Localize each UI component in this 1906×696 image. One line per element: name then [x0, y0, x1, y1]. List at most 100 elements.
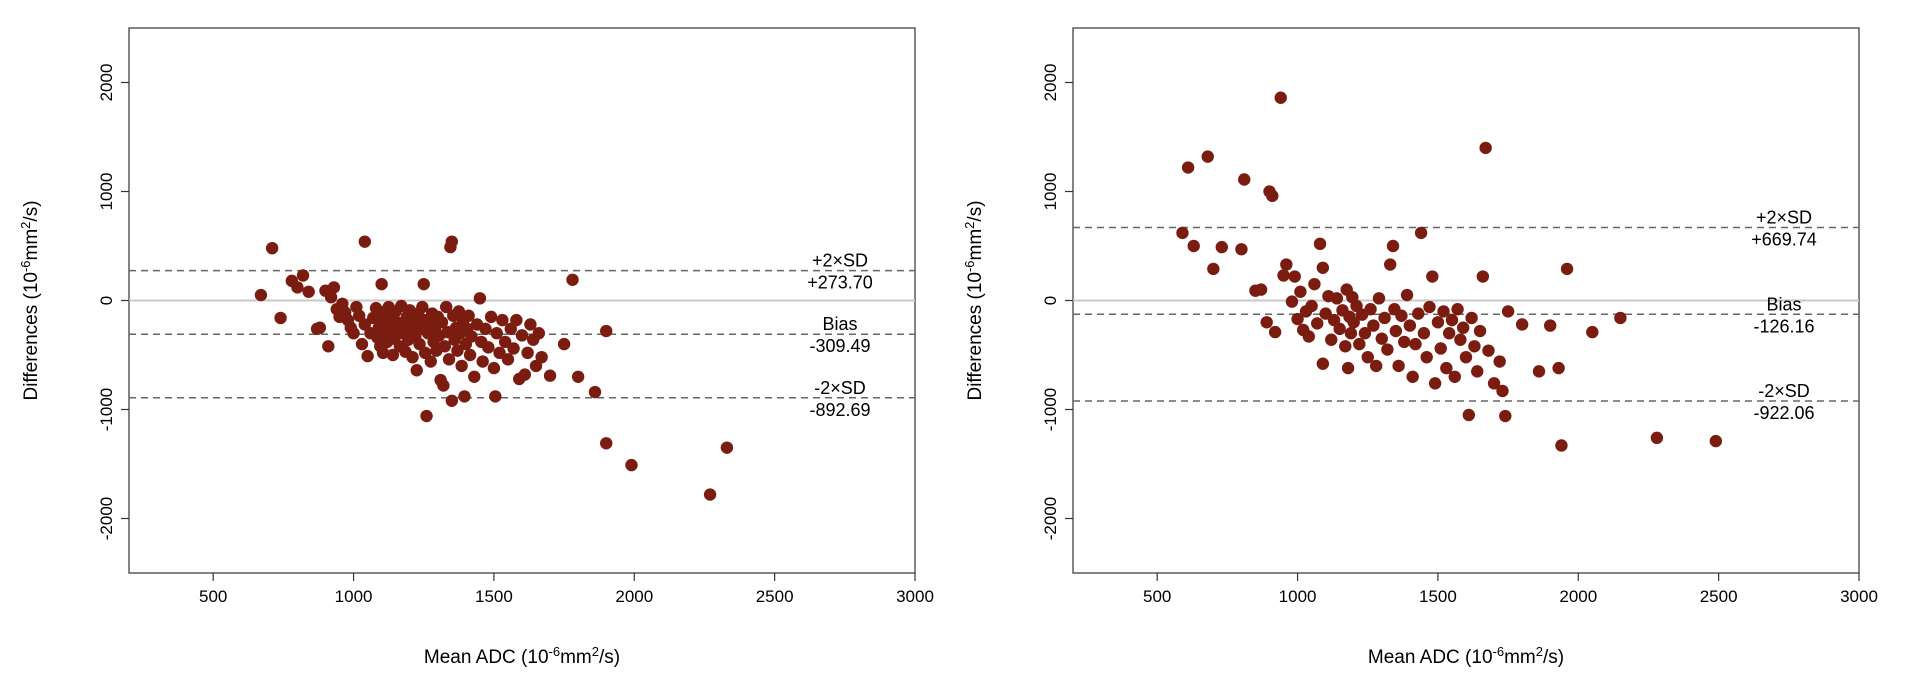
- limit-label: -2×SD: [1758, 381, 1810, 401]
- limit-label: Bias: [1766, 294, 1801, 314]
- x-tick-label: 2000: [615, 587, 653, 606]
- data-point: [588, 385, 602, 399]
- data-point: [1448, 370, 1461, 383]
- data-point: [1339, 340, 1352, 353]
- bland-altman-panel-left: +2×SD+273.70 Bias-309.49 -2×SD-892.69 500 10…: [18, 27, 934, 669]
- data-point: [1400, 288, 1414, 302]
- data-point: [543, 369, 557, 382]
- data-point: [1361, 350, 1374, 364]
- data-point: [1414, 226, 1428, 240]
- data-point: [1392, 359, 1405, 373]
- data-point: [479, 322, 492, 336]
- data-point: [1353, 337, 1366, 351]
- data-point: [347, 327, 360, 340]
- y-tick-label: 2000: [97, 64, 116, 102]
- limit-value-label: -922.06: [1753, 403, 1814, 423]
- data-point: [720, 441, 734, 454]
- data-point: [498, 335, 512, 349]
- data-point: [496, 313, 509, 327]
- data-point: [1479, 141, 1492, 155]
- data-point: [1260, 316, 1273, 329]
- y-tick-label: 0: [1041, 296, 1060, 305]
- data-point: [1412, 307, 1425, 320]
- data-point: [1302, 330, 1316, 343]
- limit-value-label: +669.74: [1751, 229, 1817, 249]
- data-point: [524, 318, 537, 331]
- data-point: [501, 353, 515, 366]
- data-point: [1459, 350, 1473, 364]
- data-point: [386, 348, 400, 362]
- data-point: [1378, 311, 1391, 325]
- data-point: [535, 350, 548, 364]
- data-point: [451, 344, 464, 357]
- data-point: [1305, 299, 1318, 313]
- data-point: [445, 235, 459, 248]
- data-point: [1288, 270, 1301, 283]
- y-tick-label: 2000: [1041, 64, 1060, 102]
- data-point: [1471, 365, 1484, 378]
- data-point: [493, 346, 506, 360]
- data-point: [1440, 361, 1453, 375]
- data-point: [1499, 409, 1512, 423]
- data-point: [420, 409, 433, 423]
- data-point: [455, 359, 468, 373]
- data-point: [1344, 327, 1358, 340]
- data-point: [1358, 327, 1372, 340]
- data-point: [566, 273, 579, 286]
- data-point: [1493, 355, 1506, 368]
- data-point: [625, 458, 638, 472]
- y-tick-label: 1000: [97, 173, 116, 211]
- data-point: [484, 310, 498, 324]
- data-point: [490, 327, 503, 340]
- data-point: [1423, 300, 1436, 314]
- data-point: [1473, 324, 1487, 338]
- data-point: [313, 321, 327, 334]
- data-point: [1235, 243, 1248, 256]
- data-point: [1207, 262, 1220, 276]
- data-point: [1442, 327, 1456, 340]
- data-point: [1434, 342, 1447, 355]
- limit-label: +2×SD: [812, 251, 868, 271]
- data-point: [324, 291, 338, 304]
- data-point: [1266, 189, 1279, 203]
- x-axis-title: Mean ADC (10-6mm2/s): [424, 644, 620, 669]
- data-point: [1487, 377, 1501, 390]
- data-point: [1254, 283, 1268, 296]
- data-point: [1560, 262, 1574, 276]
- data-point: [482, 341, 495, 354]
- data-point: [1181, 161, 1195, 174]
- data-point: [1291, 312, 1304, 326]
- data-point: [1176, 226, 1189, 240]
- data-point: [274, 311, 287, 325]
- data-point: [1544, 319, 1557, 332]
- data-point: [358, 235, 371, 248]
- data-point: [1215, 240, 1228, 254]
- data-point: [1462, 408, 1476, 422]
- data-point: [1417, 327, 1431, 340]
- data-point: [1501, 305, 1515, 318]
- data-point: [361, 349, 374, 363]
- data-point: [1515, 318, 1529, 331]
- x-tick-label: 1500: [1419, 587, 1457, 606]
- data-point: [437, 379, 450, 392]
- data-point: [1555, 439, 1568, 452]
- data-point: [1709, 434, 1723, 448]
- data-point: [296, 269, 310, 282]
- data-point: [532, 327, 546, 340]
- data-point: [1445, 313, 1459, 327]
- data-point: [376, 346, 390, 360]
- limit-value-label: -126.16: [1753, 316, 1814, 336]
- data-point: [416, 300, 429, 314]
- data-point: [510, 313, 523, 327]
- y-axis-title: Differences (10-6mm2/s): [18, 200, 43, 400]
- x-tick-label: 2500: [756, 587, 794, 606]
- data-point: [1274, 91, 1287, 104]
- limit-value-label: +273.70: [807, 273, 873, 293]
- data-point: [438, 340, 452, 353]
- y-tick-label: -1000: [97, 388, 116, 431]
- data-point: [1319, 307, 1332, 320]
- data-point: [452, 305, 466, 318]
- data-point: [1409, 337, 1422, 351]
- data-point: [1437, 305, 1450, 318]
